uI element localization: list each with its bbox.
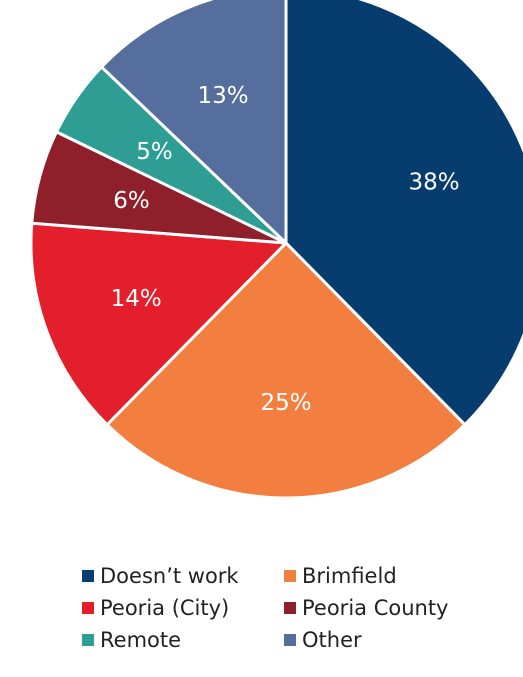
slice-value-label: 5%: [136, 139, 173, 165]
legend-label: Other: [302, 628, 362, 652]
legend-label: Peoria (City): [100, 596, 230, 620]
slice-value-label: 25%: [260, 390, 311, 416]
legend-swatch: [82, 602, 94, 614]
pie-slice-other: [100, 0, 288, 245]
pie-slices: [29, 0, 523, 500]
legend-item-other: Other: [284, 626, 504, 654]
pie-slice-doesn-t-work: [284, 0, 523, 427]
legend-item-peoria-city: Peoria (City): [82, 594, 284, 622]
legend-swatch: [284, 602, 296, 614]
pie-slice-brimfield: [105, 241, 467, 500]
legend-label: Peoria County: [302, 596, 449, 620]
slice-value-label: 14%: [111, 286, 162, 312]
legend-item-doesnt-work: Doesn’t work: [82, 562, 284, 590]
pie-chart: 38% 25% 14% 6% 5% 13%: [29, 0, 523, 500]
pie-slice-peoria-city: [29, 221, 288, 427]
chart-legend: Doesn’t work Brimfield Peoria (City) Peo…: [82, 562, 512, 654]
legend-label: Doesn’t work: [100, 564, 239, 588]
slice-value-label: 13%: [197, 83, 248, 109]
legend-item-peoria-county: Peoria County: [284, 594, 504, 622]
legend-label: Brimfield: [302, 564, 397, 588]
slice-value-label: 38%: [408, 169, 459, 195]
legend-swatch: [284, 570, 296, 582]
slice-labels: 38% 25% 14% 6% 5% 13%: [111, 83, 460, 416]
slice-value-label: 6%: [113, 188, 150, 214]
legend-label: Remote: [100, 628, 182, 652]
legend-item-brimfield: Brimfield: [284, 562, 504, 590]
legend-swatch: [82, 570, 94, 582]
legend-swatch: [82, 634, 94, 646]
legend-item-remote: Remote: [82, 626, 284, 654]
legend-swatch: [284, 634, 296, 646]
